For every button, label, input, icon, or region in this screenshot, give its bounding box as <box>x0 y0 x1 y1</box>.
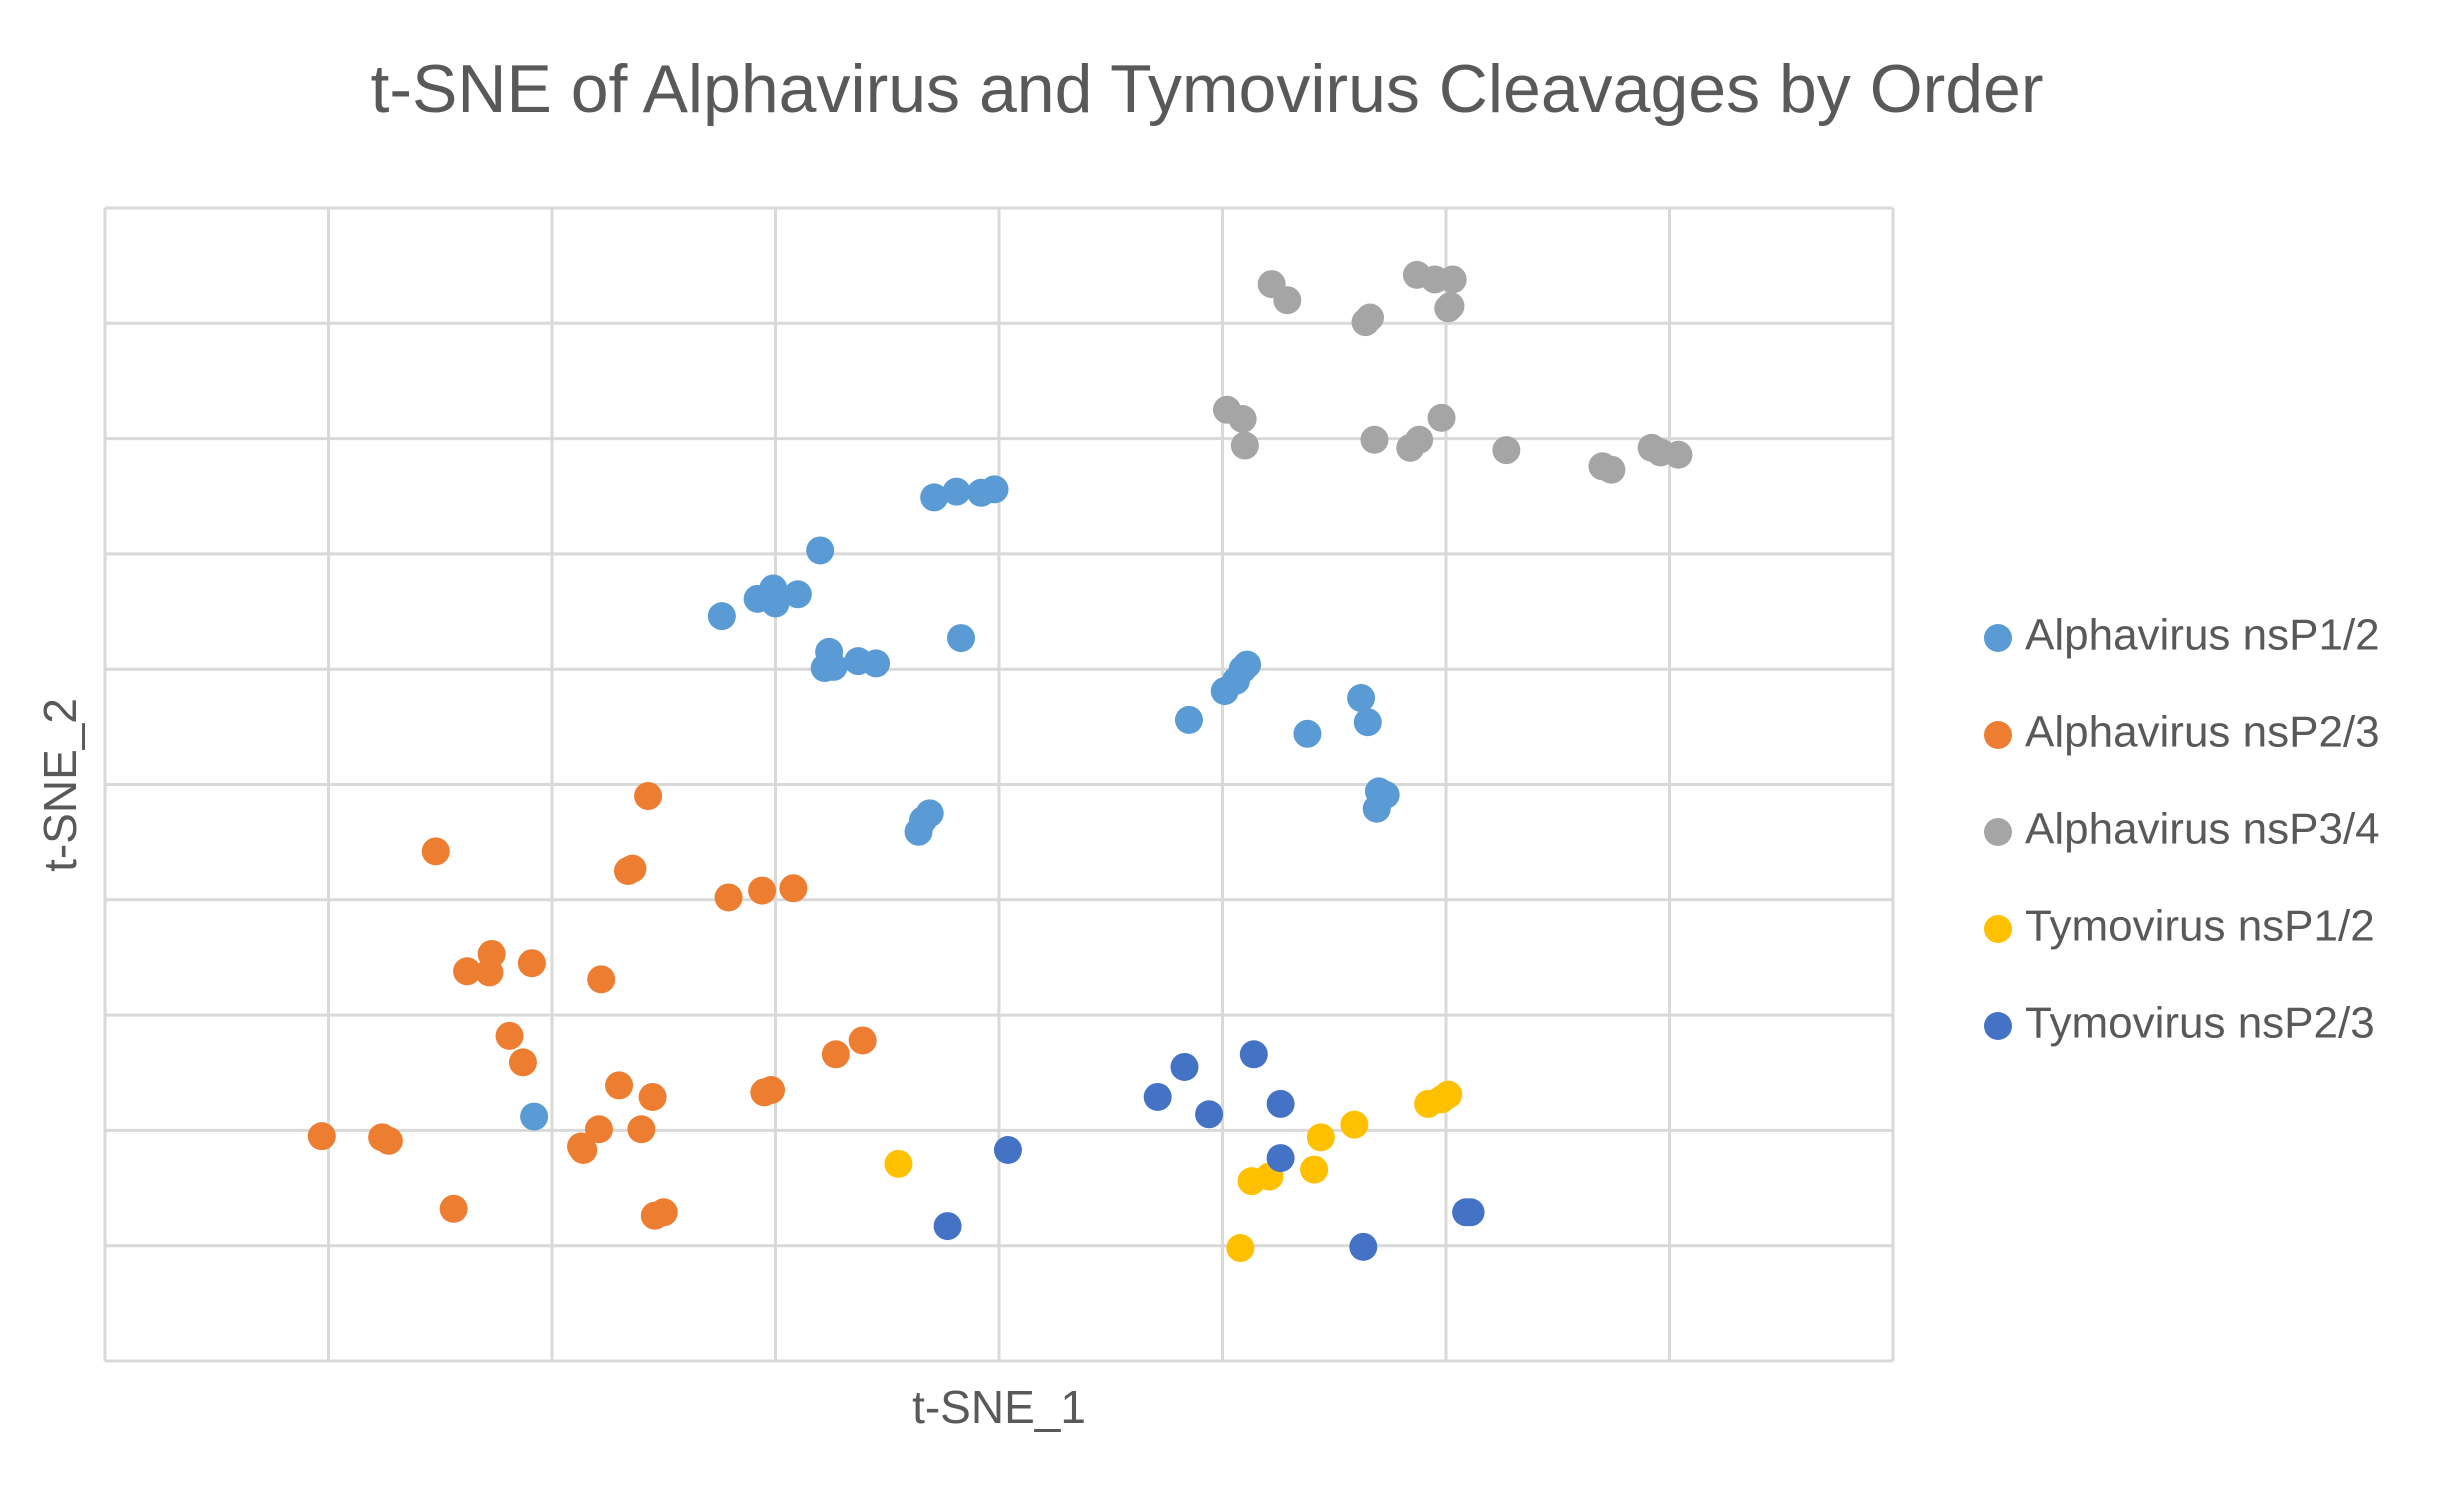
point <box>374 1126 403 1155</box>
point <box>779 874 808 903</box>
legend-marker <box>1984 915 2012 943</box>
point <box>862 649 891 678</box>
point <box>783 580 812 609</box>
point <box>508 1048 537 1077</box>
point <box>638 1082 667 1111</box>
point <box>1239 1040 1268 1069</box>
point <box>942 477 971 506</box>
point <box>618 854 647 883</box>
point <box>707 602 736 631</box>
point <box>884 1149 913 1178</box>
point <box>714 883 743 912</box>
legend-marker <box>1984 818 2012 846</box>
point <box>1266 1144 1295 1173</box>
point <box>947 624 976 653</box>
point <box>439 1194 468 1223</box>
point <box>1405 425 1434 454</box>
point <box>1362 794 1391 823</box>
point <box>1351 308 1380 337</box>
legend-marker <box>1984 624 2012 652</box>
point <box>307 1122 336 1151</box>
legend-label: Tymovirus nsP2/3 <box>2025 999 2375 1048</box>
point <box>1597 455 1626 484</box>
point <box>821 1040 850 1069</box>
point <box>1293 719 1322 748</box>
point <box>1228 404 1257 433</box>
point <box>920 483 949 512</box>
point <box>640 1201 669 1230</box>
point <box>1456 1198 1485 1227</box>
point <box>1353 708 1382 737</box>
point <box>1273 286 1302 315</box>
point <box>605 1071 634 1100</box>
point <box>1230 431 1259 460</box>
point <box>761 589 790 618</box>
x-axis-label: t-SNE_1 <box>912 1381 1086 1433</box>
point <box>750 1078 779 1107</box>
point <box>1664 440 1693 469</box>
point <box>495 1021 524 1050</box>
point <box>806 536 835 565</box>
point <box>1233 650 1262 679</box>
point <box>1266 1089 1295 1118</box>
point <box>1340 1110 1369 1139</box>
legend-label: Alphavirus nsP3/4 <box>2025 805 2380 854</box>
legend-marker <box>1984 721 2012 749</box>
point <box>1434 1080 1463 1109</box>
point <box>819 652 848 681</box>
point <box>634 782 663 811</box>
point <box>904 817 933 846</box>
point <box>1174 705 1203 734</box>
point <box>1347 684 1376 713</box>
point <box>520 1102 549 1131</box>
point <box>584 1115 613 1144</box>
point <box>1349 1232 1378 1261</box>
point <box>748 876 777 905</box>
point <box>1438 265 1467 294</box>
y-axis-label: t-SNE_2 <box>34 698 86 872</box>
point <box>1226 1234 1255 1263</box>
chart-title: t-SNE of Alphavirus and Tymovirus Cleava… <box>370 51 2043 127</box>
point <box>1427 403 1456 432</box>
legend-label: Tymovirus nsP1/2 <box>2025 902 2375 951</box>
point <box>627 1115 656 1144</box>
point <box>1360 425 1389 454</box>
point <box>475 958 504 987</box>
legend-label: Alphavirus nsP2/3 <box>2025 708 2380 757</box>
legend-label: Alphavirus nsP1/2 <box>2025 611 2380 660</box>
point <box>517 949 546 978</box>
point <box>933 1212 962 1241</box>
point <box>587 965 616 994</box>
point <box>453 957 482 986</box>
point <box>1434 294 1463 323</box>
point <box>1195 1100 1224 1129</box>
point <box>569 1136 598 1165</box>
point <box>1300 1155 1329 1184</box>
point <box>1306 1123 1335 1152</box>
point <box>1492 436 1521 465</box>
point <box>421 837 450 866</box>
point <box>848 1026 877 1055</box>
legend-marker <box>1984 1012 2012 1040</box>
point <box>980 475 1009 504</box>
point <box>1170 1052 1199 1081</box>
point <box>993 1136 1022 1165</box>
point <box>1143 1082 1172 1111</box>
